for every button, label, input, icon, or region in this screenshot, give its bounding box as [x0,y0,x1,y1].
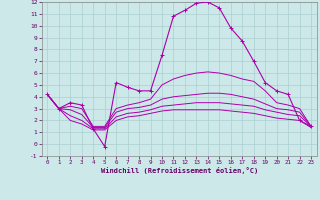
X-axis label: Windchill (Refroidissement éolien,°C): Windchill (Refroidissement éolien,°C) [100,167,258,174]
